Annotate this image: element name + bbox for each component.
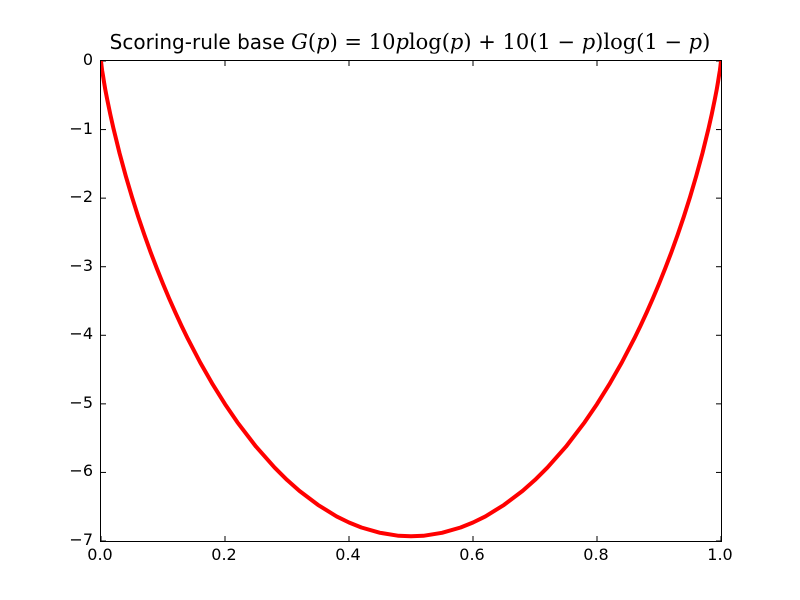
title-math-literal: ) = 10 <box>329 30 396 54</box>
chart-title-math: G(p) = 10plog(p) + 10(1 − p)log(1 − p) <box>291 30 710 54</box>
y-tick-label: −7 <box>69 530 93 549</box>
x-tick-label: 0.2 <box>211 545 237 564</box>
y-tick-label: −2 <box>69 187 93 207</box>
title-math-variable: p <box>688 30 703 54</box>
y-tick-label: −6 <box>69 461 93 481</box>
chart-title: Scoring-rule base G(p) = 10plog(p) + 10(… <box>100 30 720 55</box>
x-tick-label: 0.0 <box>87 545 113 564</box>
y-tick-label: 0 <box>82 50 93 69</box>
plot-svg <box>101 61 721 541</box>
title-math-literal: ( <box>307 30 317 54</box>
title-math-variable: p <box>581 30 596 54</box>
y-tick-label: −3 <box>69 255 93 275</box>
y-tick-label: −4 <box>69 324 93 344</box>
title-math-literal: log( <box>408 30 450 54</box>
title-math-variable: p <box>316 30 330 54</box>
title-math-variable: G <box>291 30 308 54</box>
title-math-literal: )log(1 − <box>595 30 689 54</box>
y-tick-label: −1 <box>69 118 93 138</box>
x-tick-label: 1.0 <box>707 545 733 564</box>
chart-title-prefix: Scoring-rule base <box>109 30 292 54</box>
y-tick-label: −5 <box>69 392 93 412</box>
plot-area <box>100 60 722 542</box>
title-math-literal: ) <box>702 30 711 54</box>
x-tick-label: 0.6 <box>459 545 485 564</box>
x-tick-label: 0.8 <box>583 545 609 564</box>
title-math-literal: ) + 10(1 − <box>463 30 582 54</box>
title-math-variable: p <box>395 30 409 54</box>
scoring-rule-curve <box>101 61 721 539</box>
title-math-variable: p <box>449 30 464 54</box>
x-tick-label: 0.4 <box>335 545 361 564</box>
